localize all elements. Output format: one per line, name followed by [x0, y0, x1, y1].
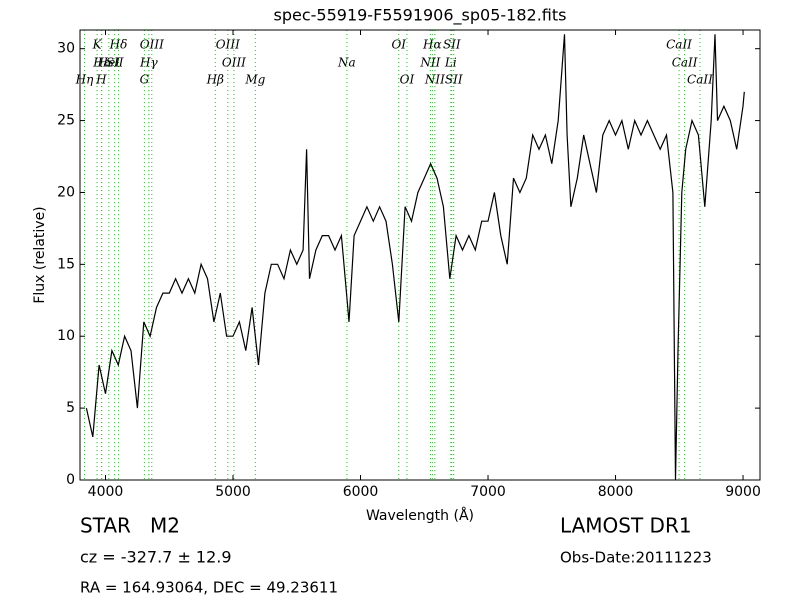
- y-tick-label: 25: [57, 113, 75, 129]
- chart-title: spec-55919-F5591906_sp05-182.fits: [274, 6, 567, 26]
- spectral-line-label: OIII: [222, 56, 246, 70]
- spectral-line-label: Hγ: [139, 56, 158, 70]
- spectral-line-label: OIII: [140, 38, 164, 52]
- spectral-line-label: CaII: [666, 38, 692, 52]
- spectral-line-label: SII: [443, 38, 461, 52]
- spectral-line-label: Li: [444, 56, 457, 70]
- spectral-line-label: Hη: [75, 73, 94, 87]
- spectral-line-label: Hε: [92, 56, 110, 70]
- spectral-line-label: NII: [419, 56, 440, 70]
- spectral-line-label: CaII: [687, 73, 713, 87]
- spectral-line-label: Mg: [244, 73, 265, 87]
- x-tick-label: 5000: [215, 484, 251, 500]
- class-label: STAR M2: [80, 514, 180, 538]
- spectrum-line: [85, 34, 745, 480]
- cz-label: cz = -327.7 ± 12.9: [80, 548, 232, 567]
- spectral-line-label: HeI: [97, 56, 121, 70]
- y-tick-label: 20: [57, 184, 75, 200]
- x-tick-label: 4000: [88, 484, 124, 500]
- plot-frame: [79, 29, 761, 481]
- spectral-line-label: CaII: [672, 56, 698, 70]
- y-tick-label: 10: [57, 328, 75, 344]
- x-tick-label: 7000: [470, 484, 506, 500]
- y-tick-label: 30: [57, 41, 75, 57]
- spectral-line-label: OI: [391, 38, 406, 52]
- spectral-line-label: G: [140, 73, 150, 87]
- date-label: Obs-Date:20111223: [560, 549, 712, 567]
- y-tick-label: 5: [66, 400, 75, 416]
- spectral-line-label: OI: [400, 73, 415, 87]
- spectral-line-label: H: [95, 73, 107, 87]
- spectral-line-label: SII: [445, 73, 463, 87]
- spectral-line-label: K: [92, 38, 103, 52]
- x-tick-label: 9000: [725, 484, 761, 500]
- spectral-line-label: Hδ: [109, 38, 128, 52]
- spectral-line-label: Na: [337, 56, 356, 70]
- x-tick-label: 8000: [598, 484, 634, 500]
- y-tick-label: 0: [66, 472, 75, 488]
- spectral-line-label: NII: [424, 73, 445, 87]
- survey-label: LAMOST DR1: [560, 514, 692, 538]
- spectral-line-label: Hβ: [206, 73, 224, 87]
- y-tick-label: 15: [57, 256, 75, 272]
- x-axis-label: Wavelength (Å): [366, 507, 474, 524]
- spectral-line-label: Hα: [422, 38, 442, 52]
- spectral-line-label: OIII: [216, 38, 240, 52]
- coords-label: RA = 164.93064, DEC = 49.23611: [80, 579, 338, 597]
- y-axis-label: Flux (relative): [32, 206, 48, 303]
- x-tick-label: 6000: [343, 484, 379, 500]
- spectral-line-label: SII: [106, 56, 124, 70]
